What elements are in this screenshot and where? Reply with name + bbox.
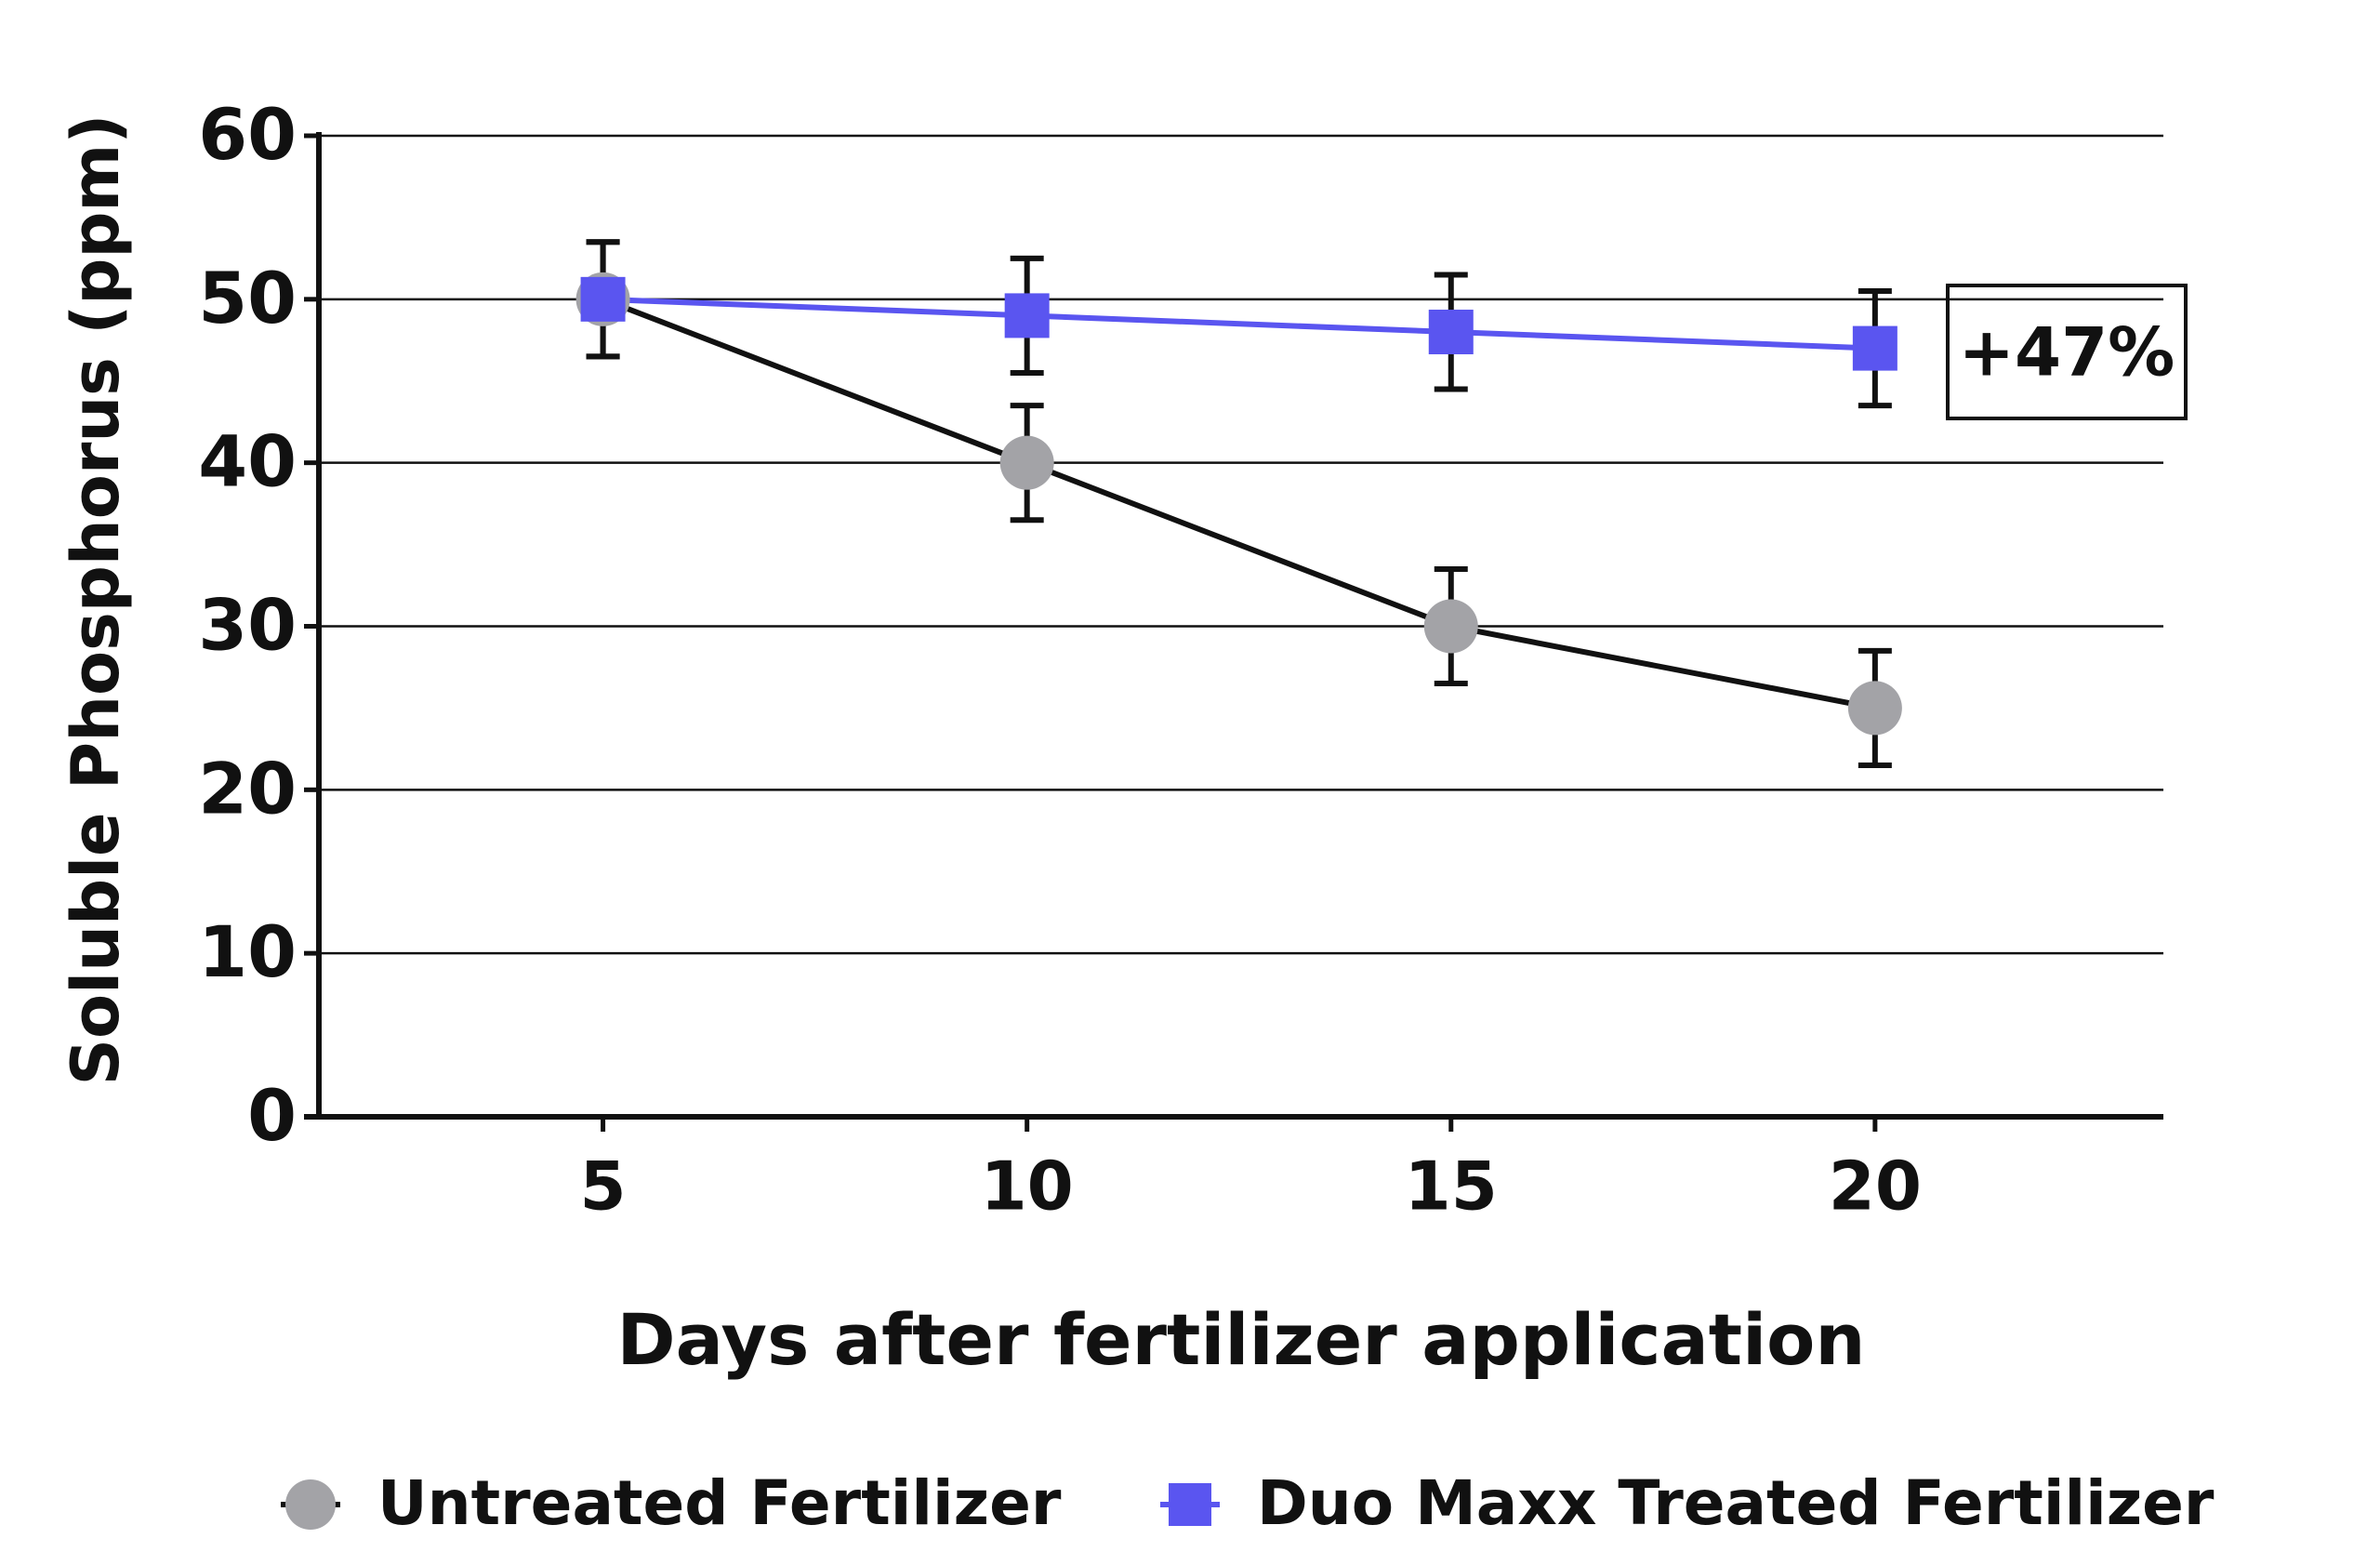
- data-point: [1852, 325, 1897, 371]
- legend-label: Untreated Fertilizer: [377, 1467, 1062, 1539]
- data-point: [1428, 310, 1474, 354]
- y-tick-label: 10: [198, 910, 297, 993]
- annotation: +47%: [1959, 313, 2175, 391]
- y-tick-label: 60: [198, 93, 297, 176]
- data-point: [1423, 599, 1478, 654]
- data-point: [999, 435, 1054, 490]
- y-tick-label: 30: [198, 583, 297, 666]
- series-line: [602, 297, 1876, 711]
- legend-label: Duo Maxx Treated Fertilizer: [1257, 1467, 2215, 1539]
- y-axis-title: Soluble Phosphorus (ppm): [58, 114, 134, 1086]
- y-tick-label: 40: [198, 420, 297, 503]
- data-point: [1004, 293, 1050, 338]
- y-tick-label: 20: [198, 747, 297, 829]
- data-point: [580, 276, 626, 322]
- annotation-box: [1946, 284, 2188, 420]
- x-tick-label: 20: [1829, 1147, 1922, 1226]
- legend-marker: [285, 1479, 336, 1530]
- y-tick-label: 0: [247, 1074, 297, 1157]
- x-axis-title: Days after fertilizer application: [617, 1298, 1866, 1381]
- legend-marker: [1169, 1483, 1211, 1526]
- series-line: [602, 296, 1875, 351]
- y-tick-label: 50: [198, 257, 297, 339]
- x-tick-label: 10: [981, 1147, 1074, 1226]
- x-tick-label: 5: [580, 1147, 627, 1226]
- data-point: [1847, 681, 1902, 736]
- x-tick-label: 15: [1405, 1147, 1498, 1226]
